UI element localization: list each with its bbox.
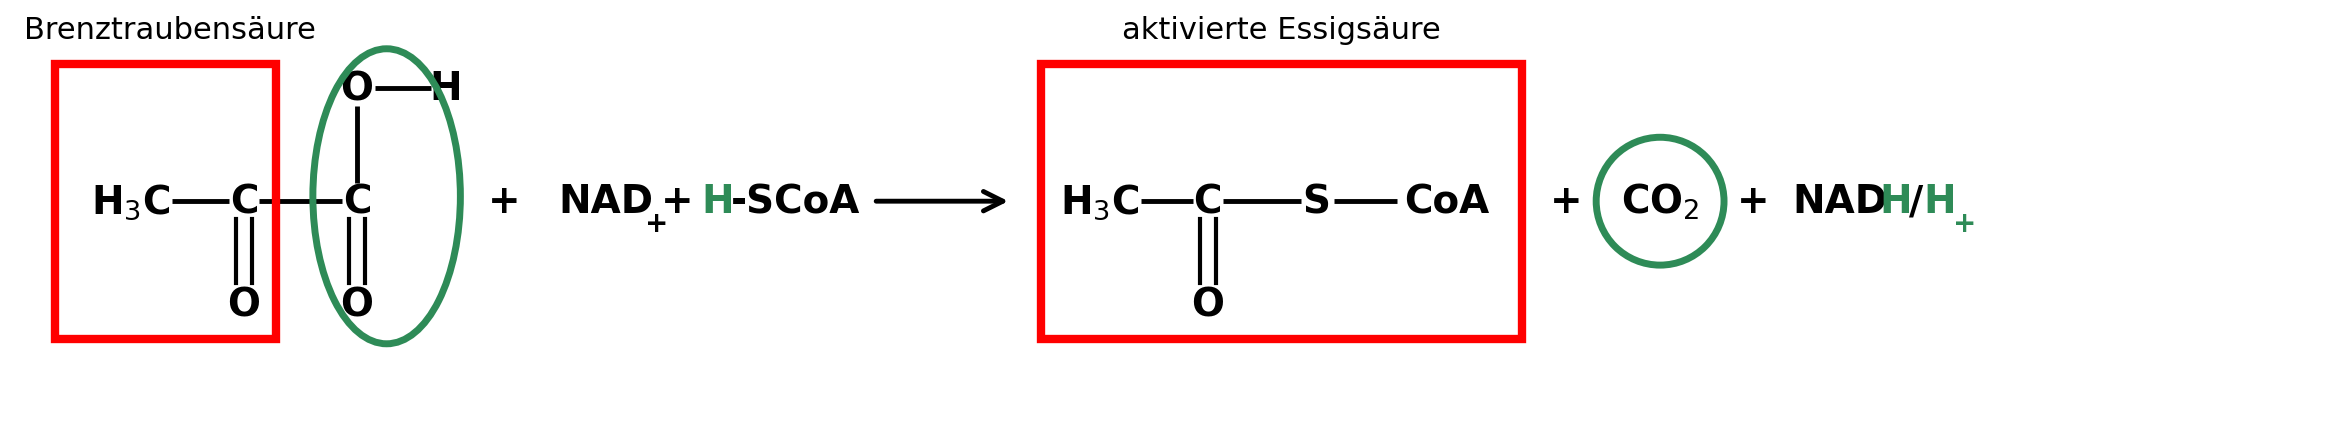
- Text: Brenztraubensäure: Brenztraubensäure: [23, 16, 316, 44]
- Text: +: +: [646, 209, 667, 237]
- Bar: [56, 64, 276, 339]
- Text: NAD: NAD: [560, 183, 653, 221]
- Text: +: +: [1738, 183, 1771, 221]
- Text: -SCoA: -SCoA: [731, 183, 860, 221]
- Text: S: S: [1302, 183, 1330, 221]
- Text: /: /: [1909, 183, 1923, 221]
- Text: H: H: [700, 183, 733, 221]
- Text: O: O: [227, 286, 260, 324]
- Bar: [1040, 64, 1522, 339]
- Text: H: H: [1878, 183, 1911, 221]
- Text: H$_3$C: H$_3$C: [91, 182, 171, 222]
- Text: C: C: [342, 183, 372, 221]
- Text: C: C: [230, 183, 258, 221]
- Text: +: +: [660, 183, 693, 221]
- Text: H: H: [429, 70, 461, 108]
- Text: aktivierte Essigsäure: aktivierte Essigsäure: [1122, 16, 1440, 44]
- Text: +: +: [1953, 209, 1977, 237]
- Text: NAD: NAD: [1794, 183, 1888, 221]
- Text: +: +: [1550, 183, 1583, 221]
- Text: H$_3$C: H$_3$C: [1061, 182, 1138, 222]
- Text: CO$_2$: CO$_2$: [1621, 181, 1700, 222]
- Text: O: O: [340, 286, 375, 324]
- Text: C: C: [1194, 183, 1223, 221]
- Text: O: O: [1192, 286, 1225, 324]
- Text: O: O: [340, 70, 375, 108]
- Text: CoA: CoA: [1405, 183, 1490, 221]
- Text: H: H: [1923, 183, 1956, 221]
- Text: +: +: [489, 183, 520, 221]
